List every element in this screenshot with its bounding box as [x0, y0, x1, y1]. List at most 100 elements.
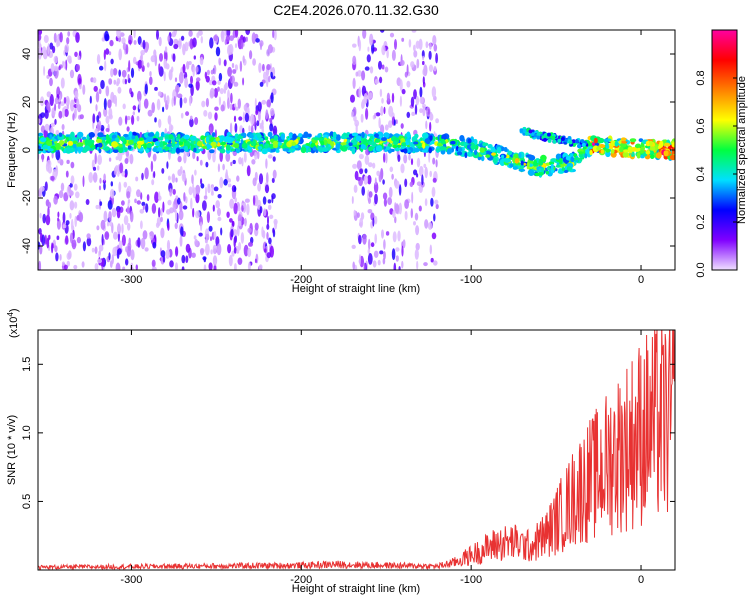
spectrogram-signal-cell [189, 135, 197, 142]
spectrogram-noise-cell [132, 105, 137, 111]
spectrogram-noise-cell [128, 39, 132, 45]
spectrogram-noise-cell [415, 242, 420, 251]
spectrogram-noise-cell [204, 71, 208, 80]
spectrogram-noise-cell [75, 191, 80, 199]
spectrogram-noise-cell [158, 63, 161, 73]
spectrogram-noise-cell [92, 172, 98, 183]
spectrogram-noise-cell [410, 61, 415, 68]
spectrogram-signal-cell [340, 135, 347, 140]
spectrogram-noise-cell [399, 95, 402, 107]
spectrogram-noise-cell [384, 124, 389, 131]
spectrogram-noise-cell [165, 63, 170, 70]
spectrogram-noise-cell [65, 59, 68, 71]
spectrogram-noise-cell [61, 107, 65, 118]
spectrogram-noise-cell [140, 237, 146, 250]
spectrogram-noise-cell [116, 78, 121, 85]
spectrogram-noise-cell [428, 64, 434, 72]
spectrogram-signal-cell [563, 169, 569, 173]
spectrogram-noise-cell [44, 234, 47, 245]
spectrogram-noise-cell [430, 257, 434, 263]
spectrogram-noise-cell [118, 181, 122, 193]
spectrogram-noise-cell [246, 165, 251, 177]
spectrogram-noise-cell [65, 220, 70, 226]
x-tick-label: 0 [638, 274, 644, 286]
spectrogram-signal-cell [159, 140, 164, 148]
spectrogram-noise-cell [55, 252, 59, 262]
spectrogram-noise-cell [218, 57, 222, 65]
spectrogram-noise-cell [364, 168, 368, 174]
colorbar-tick-label: 0.8 [695, 70, 707, 85]
spectrogram-signal-cell [225, 144, 231, 151]
spectrogram-signal-cell [219, 148, 226, 154]
spectrogram-noise-cell [82, 175, 85, 188]
spectrogram-signal-cell [211, 132, 216, 138]
spectrogram-signal-cell [570, 156, 575, 163]
snr-x-label: Height of straight line (km) [292, 583, 420, 595]
spectrogram-noise-cell [71, 239, 77, 250]
spectrogram-noise-cell [57, 103, 61, 110]
spectrogram-noise-cell [223, 59, 227, 67]
spectrogram-noise-cell [419, 165, 424, 177]
spectrogram-noise-cell [351, 196, 354, 204]
spectrogram-noise-cell [144, 247, 149, 252]
spectrogram-signal-cell [105, 134, 110, 141]
spectrogram-noise-cell [51, 151, 54, 159]
spectrogram-signal-cell [273, 135, 279, 141]
spectrogram-noise-cell [219, 176, 224, 189]
spectrogram-noise-cell [64, 44, 70, 53]
spectrogram-signal-cell [179, 148, 185, 153]
spectrogram-noise-cell [183, 97, 188, 104]
spectrogram-noise-cell [380, 124, 385, 134]
spectrogram-noise-cell [413, 221, 416, 226]
spectrogram-signal-cell [457, 147, 463, 153]
spectrogram-noise-cell [244, 112, 249, 123]
spectrogram-signal-cell [589, 149, 593, 156]
spectrogram-noise-cell [408, 39, 412, 48]
spectrogram-noise-cell [398, 184, 402, 196]
spectrogram-signal-cell [323, 134, 329, 140]
spectrogram-noise-cell [234, 123, 238, 133]
spectrogram-signal-cell [467, 138, 472, 144]
spectrogram-noise-cell [162, 106, 165, 113]
spectrogram-signal-cell [46, 140, 53, 147]
spectrogram-noise-cell [97, 154, 102, 165]
spectrogram-noise-cell [70, 99, 75, 112]
colorbar: 0.0 0.2 0.4 0.6 0.8 Normalized spectral ampl… [695, 29, 748, 278]
spectrogram-signal-cell [384, 148, 388, 152]
spectrogram-branch-cell [581, 142, 586, 147]
spectrogram-noise-cell [369, 33, 374, 46]
spectrogram-noise-cell [201, 100, 206, 108]
spectrogram-signal-cell [362, 138, 368, 145]
spectrogram-branch-cell [543, 137, 547, 142]
spectrogram-noise-cell [272, 125, 278, 137]
spectrogram-signal-cell [638, 138, 644, 143]
spectrogram-noise-cell [103, 173, 106, 182]
spectrogram-noise-cell [44, 181, 48, 191]
spectrogram-noise-cell [210, 191, 214, 196]
spectrogram-noise-cell [243, 104, 248, 112]
spectrogram-signal-cell [131, 135, 136, 140]
spectrogram-signal-cell [340, 142, 347, 146]
spectrogram-noise-cell [380, 105, 384, 116]
spectrogram-signal-cell [614, 140, 619, 147]
spectrogram-noise-cell [161, 168, 165, 174]
spectrogram-noise-cell [199, 56, 204, 66]
snr-x-ticks: -300 -200 -100 0 [120, 330, 644, 586]
spectrogram-signal-cell [112, 149, 119, 153]
spectrogram-noise-cell [108, 51, 112, 56]
spectrogram-signal-cell [596, 146, 602, 151]
spectrogram-noise-cell [356, 160, 362, 170]
spectrogram-noise-cell [163, 93, 167, 103]
spectrogram-noise-cell [158, 191, 161, 201]
spectrogram-signal-cell [555, 164, 561, 168]
spectrogram-noise-cell [233, 247, 237, 254]
spectrogram-noise-cell [392, 210, 396, 218]
spectrogram-noise-cell [46, 102, 51, 111]
spectrogram-noise-cell [367, 174, 372, 185]
spectrogram-noise-cell [416, 157, 421, 168]
spectrogram-noise-cell [225, 169, 228, 178]
spectrogram-signal-cell [429, 135, 433, 141]
spectrogram-signal-cell [159, 136, 164, 141]
spectrogram-signal-cell [518, 152, 522, 159]
x-tick-label: -200 [290, 574, 312, 586]
